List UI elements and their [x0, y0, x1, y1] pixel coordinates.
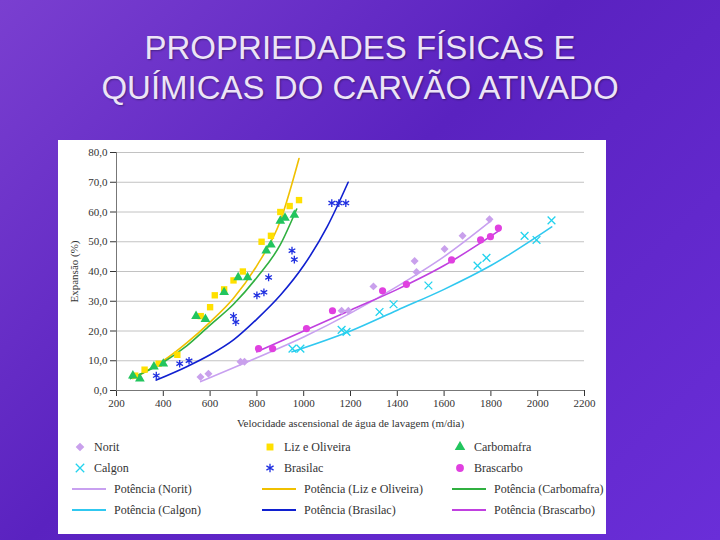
- svg-text:600: 600: [202, 397, 219, 409]
- svg-text:2000: 2000: [527, 397, 550, 409]
- svg-text:10,0: 10,0: [88, 354, 108, 366]
- html-text:Potência (Brasilac): Potência (Brasilac): [304, 502, 396, 517]
- html-text:Brasilac: Brasilac: [284, 460, 324, 475]
- html-text:Potência (Brascarbo): Potência (Brascarbo): [494, 502, 595, 517]
- html-text:Calgon: Calgon: [94, 460, 129, 475]
- svg-text:80,0: 80,0: [88, 146, 108, 158]
- svg-text:50,0: 50,0: [88, 235, 108, 247]
- svg-text:0,0: 0,0: [94, 384, 108, 396]
- svg-text:2200: 2200: [574, 397, 597, 409]
- html-text:Potência (Norit): Potência (Norit): [114, 481, 192, 496]
- html-text:Potência (Carbomafra): Potência (Carbomafra): [494, 481, 604, 496]
- svg-text:70,0: 70,0: [88, 176, 108, 188]
- svg-text:Expansão (%): Expansão (%): [68, 240, 81, 302]
- html-text:PROPRIEDADES FÍSICAS E QUÍMICA: PROPRIEDADES FÍSICAS E QUÍMICAS DO CARVÃ…: [101, 29, 619, 106]
- svg-text:60,0: 60,0: [88, 206, 108, 218]
- svg-text:1600: 1600: [433, 397, 456, 409]
- svg-text:40,0: 40,0: [88, 265, 108, 277]
- svg-text:200: 200: [108, 397, 125, 409]
- html-text:Liz e Oliveira: Liz e Oliveira: [284, 439, 351, 454]
- svg-text:800: 800: [249, 397, 266, 409]
- html-text:Brascarbo: Brascarbo: [474, 460, 523, 475]
- svg-text:30,0: 30,0: [88, 295, 108, 307]
- svg-text:Velocidade ascensional de água: Velocidade ascensional de água de lavage…: [237, 417, 465, 430]
- html-text:Potência (Calgon): Potência (Calgon): [114, 502, 201, 517]
- svg-text:1200: 1200: [340, 397, 363, 409]
- html-text:Potência (Liz e Oliveira): Potência (Liz e Oliveira): [304, 481, 423, 496]
- svg-text:20,0: 20,0: [88, 325, 108, 337]
- html-text:Norit: Norit: [94, 439, 120, 454]
- svg-text:400: 400: [155, 397, 172, 409]
- svg-text:1000: 1000: [293, 397, 316, 409]
- html-text:Carbomafra: Carbomafra: [474, 439, 532, 454]
- svg-text:1400: 1400: [386, 397, 409, 409]
- svg-text:1800: 1800: [480, 397, 503, 409]
